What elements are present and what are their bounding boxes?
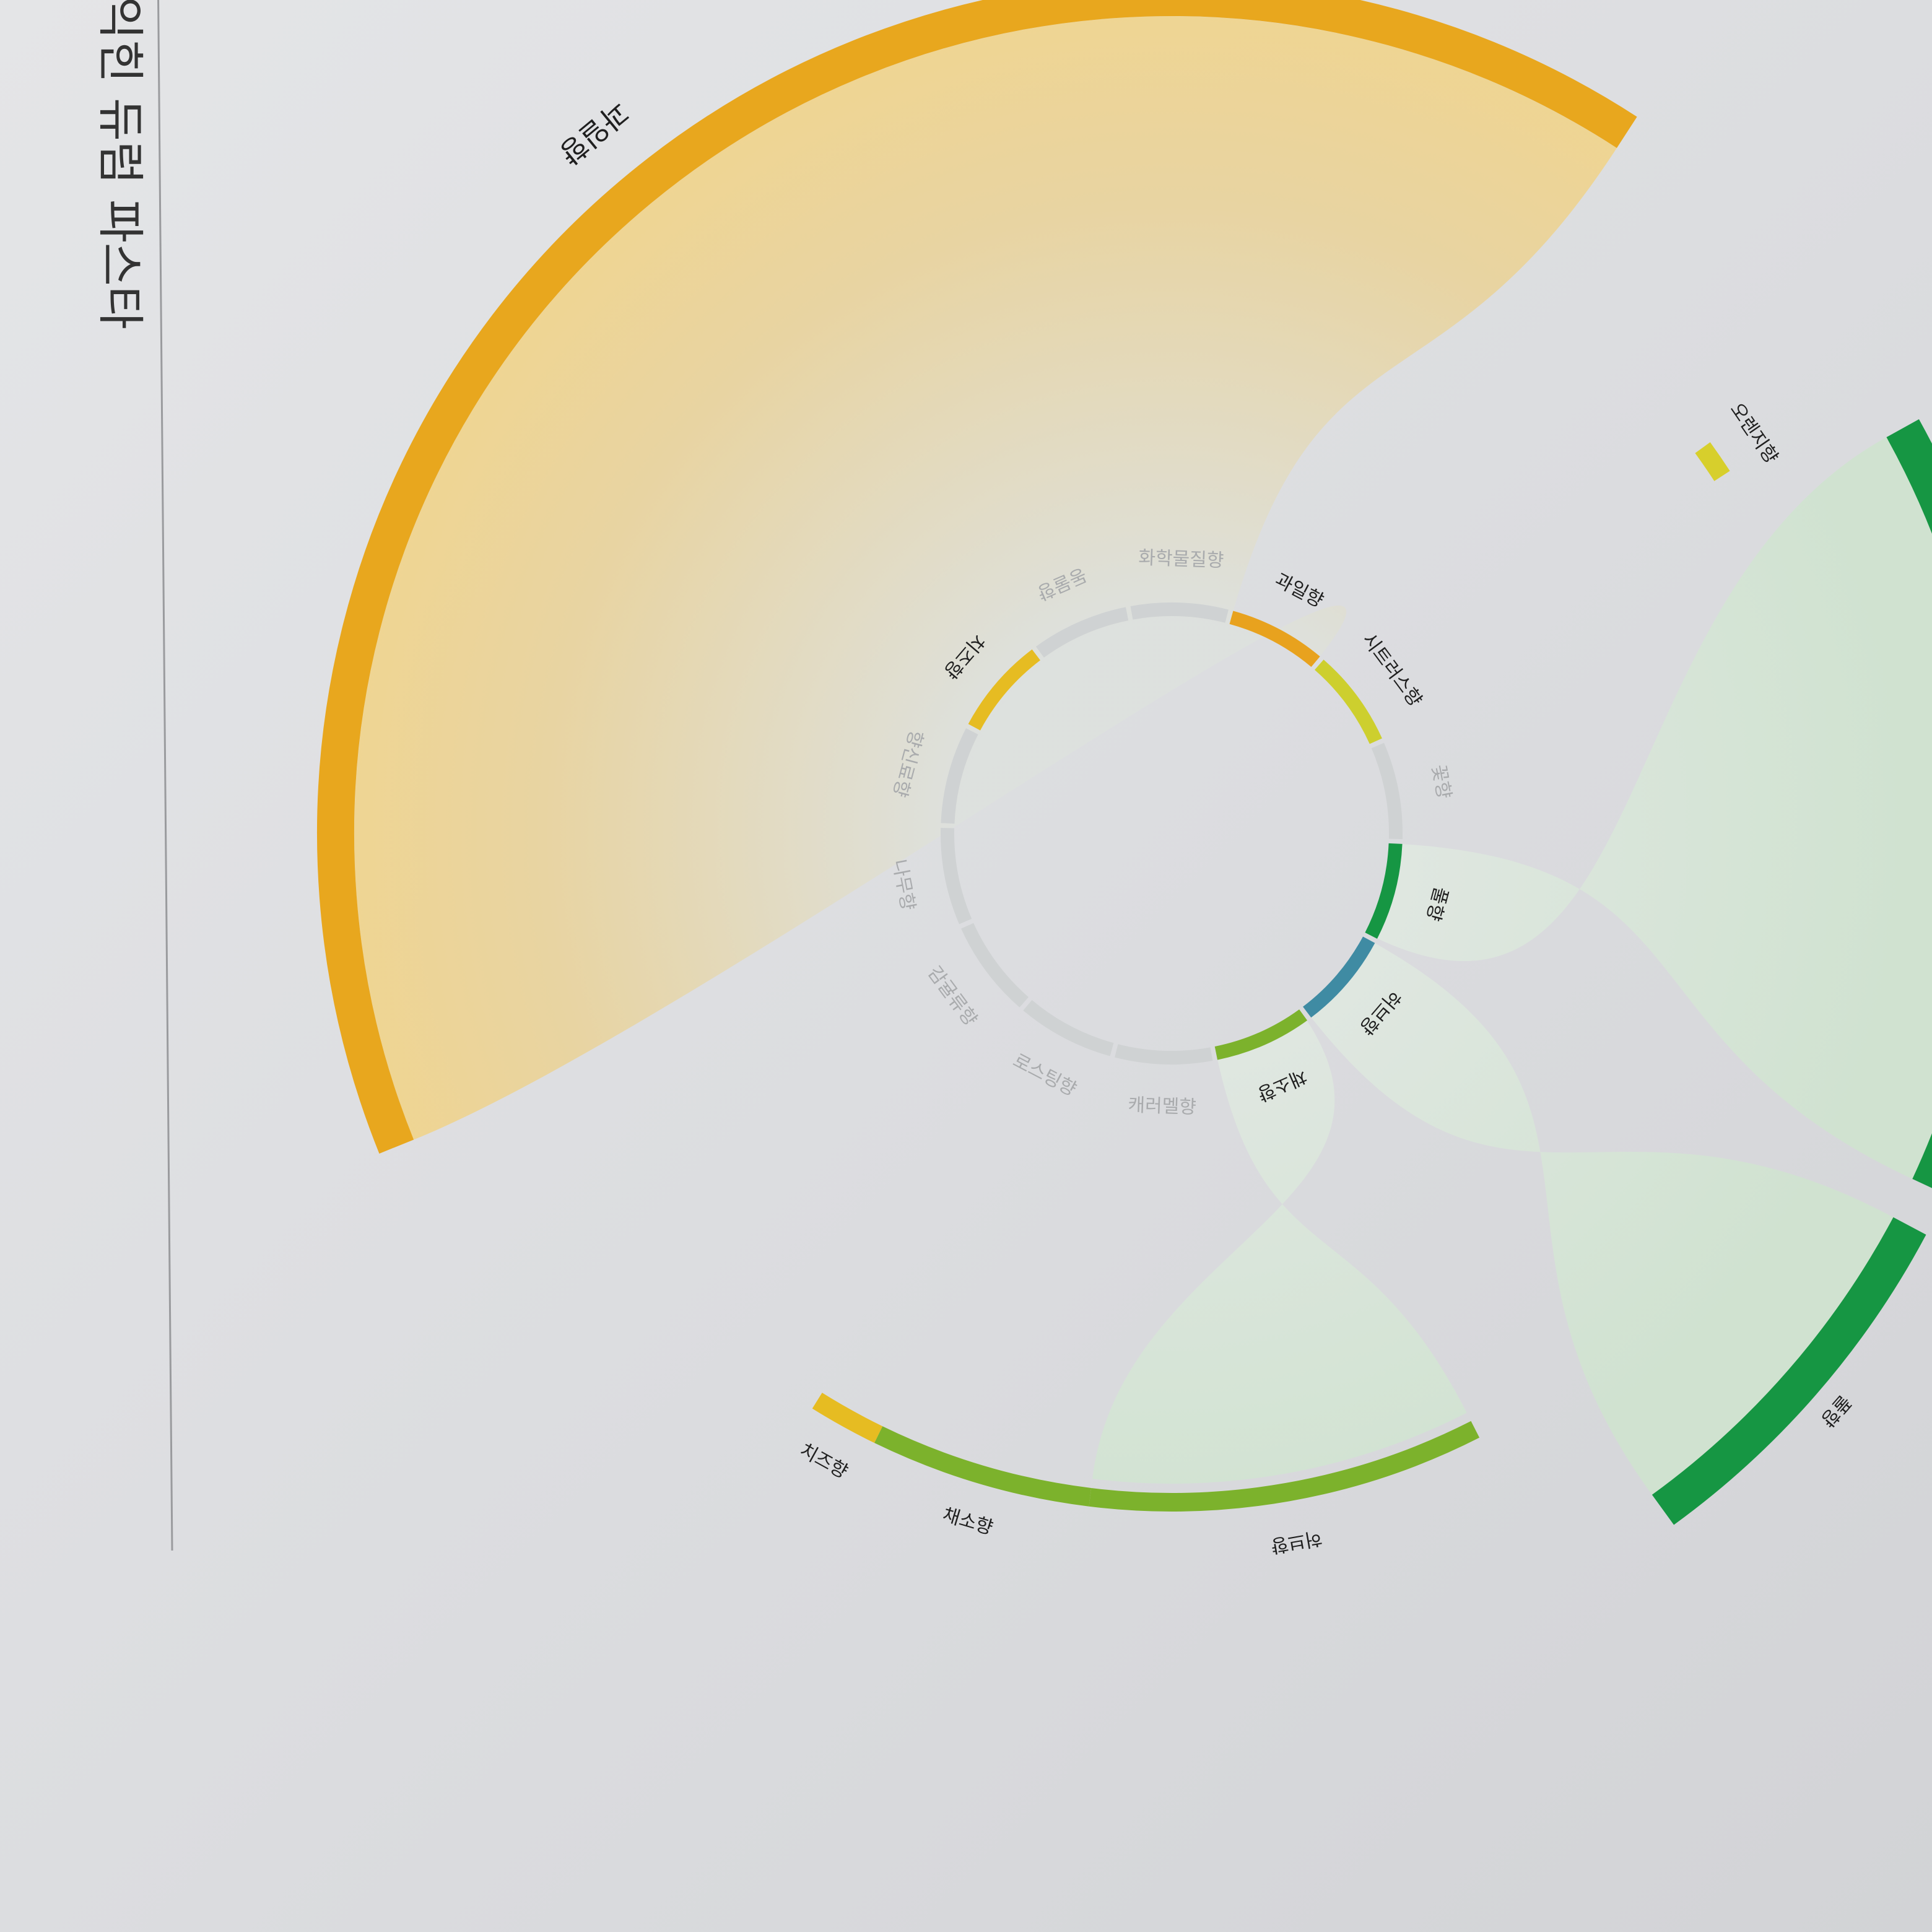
- outer-arc-item-3: [874, 1426, 1092, 1507]
- inner-arc-item-7: [941, 728, 978, 824]
- inner-arc-item-12: [1314, 659, 1382, 744]
- outer-arc-item-2: [1089, 1421, 1480, 1512]
- outer-arc-item-1: [1651, 1217, 1926, 1525]
- title-layer: 익힌 듀럼 파스타: [93, 0, 173, 1551]
- inner-label: 감귤류향: [923, 962, 981, 1030]
- inner-arc-item-5: [961, 923, 1029, 1007]
- outer-label: 채소향: [940, 1504, 995, 1539]
- inner-label: 나무향: [888, 858, 919, 912]
- inner-arc-item-2: [1214, 1009, 1308, 1060]
- flow-layer: [354, 16, 1932, 1495]
- inner-arc-item-6: [941, 827, 972, 925]
- flow-ribbon: [354, 16, 1617, 1140]
- inner-arc-item-9: [1035, 607, 1129, 658]
- inner-label: 화학물질향: [1138, 547, 1224, 572]
- outer-label: 과일향: [553, 95, 635, 170]
- flow-ribbon: [1303, 936, 1894, 1495]
- inner-label: 꽃향: [1427, 763, 1455, 801]
- inner-arc-item-11: [1229, 611, 1320, 668]
- inner-arc-item-1: [1302, 936, 1375, 1018]
- inner-label: 로스팅향: [1009, 1050, 1080, 1100]
- outer-arc-item-5: [1695, 442, 1730, 481]
- inner-arc-item-10: [1130, 602, 1229, 623]
- inner-arc-item-3: [1115, 1044, 1213, 1065]
- flow-ribbon: [1092, 1009, 1467, 1484]
- flow-ribbon: [1365, 437, 1932, 1179]
- page-title: 익힌 듀럼 파스타: [93, 0, 148, 329]
- inner-label: 시트러스향: [1358, 629, 1426, 711]
- outer-label: 허브향: [1269, 1526, 1324, 1557]
- inner-arc-item-8: [968, 649, 1041, 731]
- title-rule: [155, 0, 173, 1551]
- inner-arc-item-13: [1371, 742, 1403, 840]
- outer-label: 풀향: [1816, 1391, 1855, 1431]
- outer-label: 오렌지향: [1726, 399, 1782, 468]
- inner-arc-item-4: [1023, 999, 1114, 1056]
- inner-label: 과일향: [1271, 569, 1327, 612]
- outer-arc-item-6: [812, 1393, 883, 1443]
- outer-arc-item-4: [316, 0, 1637, 1154]
- inner-arc-item-0: [1365, 843, 1403, 939]
- outer-label: 치즈향: [796, 1439, 851, 1483]
- inner-label: 캐러멜향: [1128, 1094, 1197, 1118]
